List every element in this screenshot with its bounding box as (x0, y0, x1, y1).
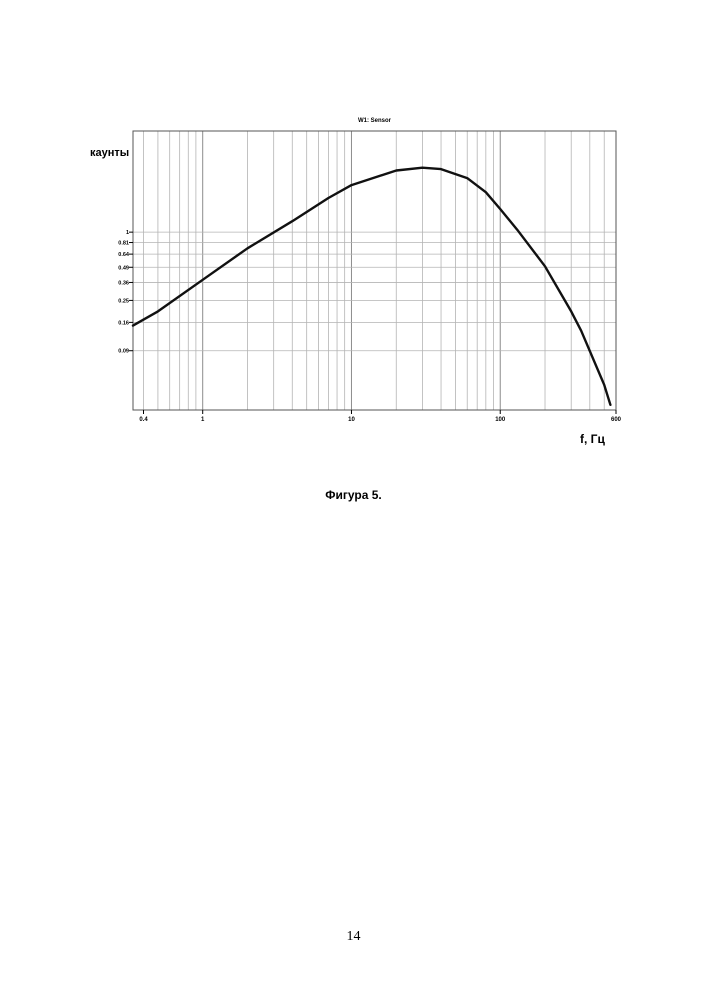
x-tick-label: 10 (348, 417, 355, 423)
x-tick-label: 600 (611, 417, 622, 423)
x-tick-label: 1 (201, 417, 205, 423)
y-tick-label: 0.81 (118, 241, 129, 247)
figure-caption: Фигура 5. (0, 488, 707, 502)
y-tick-label: 0.49 (118, 265, 129, 271)
y-tick-label: 1 (126, 230, 129, 236)
page-number: 14 (0, 929, 707, 945)
x-axis-label: f, Гц (580, 432, 605, 446)
y-tick-label: 0.16 (118, 320, 129, 326)
y-tick-label: 0.09 (118, 349, 129, 355)
chart-svg: 0.4 1 10 100 600 1 0.81 0.64 0.49 0.36 0.25 0.16 0.0… (0, 0, 707, 470)
y-tick-label: 0.64 (118, 252, 130, 258)
x-tick-label: 100 (495, 417, 506, 423)
y-tick-label: 0.36 (118, 280, 129, 286)
plot-frame (133, 131, 616, 410)
y-tick-label: 0.25 (118, 298, 129, 304)
x-tick-label: 0.4 (139, 417, 148, 423)
data-series-line (133, 168, 610, 405)
